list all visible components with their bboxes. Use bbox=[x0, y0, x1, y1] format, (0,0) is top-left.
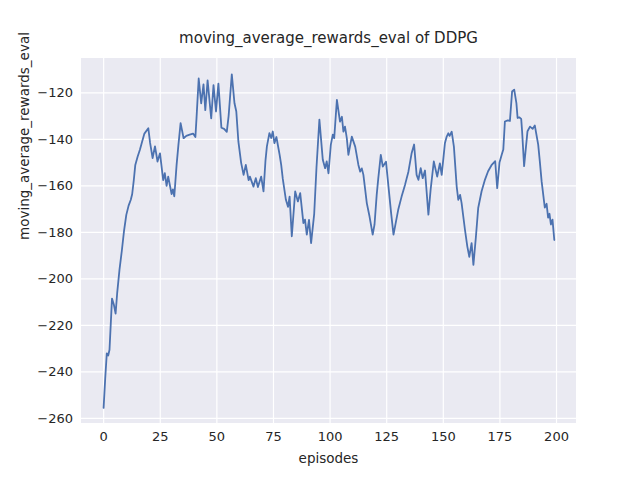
x-tick-label: 50 bbox=[209, 429, 226, 444]
figure: 0 25 50 75 100 125 150 175 200 −120 −140 −160 −180 −2… bbox=[0, 0, 640, 480]
y-tick-label: −160 bbox=[37, 178, 73, 193]
y-tick-label: −180 bbox=[37, 225, 73, 240]
plot-area bbox=[81, 58, 576, 423]
x-tick-label: 75 bbox=[265, 429, 282, 444]
x-tick-label: 0 bbox=[100, 429, 108, 444]
y-tick-label: −240 bbox=[37, 364, 73, 379]
y-tick-label: −120 bbox=[37, 85, 73, 100]
x-tick-label: 25 bbox=[152, 429, 169, 444]
y-tick-label: −260 bbox=[37, 411, 73, 426]
plot-svg: 0 25 50 75 100 125 150 175 200 −120 −140 −160 −180 −2… bbox=[0, 0, 640, 480]
x-tick-label: 100 bbox=[318, 429, 343, 444]
x-tick-label: 150 bbox=[431, 429, 456, 444]
x-axis-label: episodes bbox=[81, 450, 576, 466]
chart-title: moving_average_rewards_eval of DDPG bbox=[81, 29, 576, 47]
x-tick-label: 125 bbox=[374, 429, 399, 444]
x-tick-label: 175 bbox=[488, 429, 513, 444]
x-tick-label: 200 bbox=[544, 429, 569, 444]
y-tick-label: −140 bbox=[37, 132, 73, 147]
y-tick-label: −220 bbox=[37, 318, 73, 333]
y-tick-label: −200 bbox=[37, 271, 73, 286]
